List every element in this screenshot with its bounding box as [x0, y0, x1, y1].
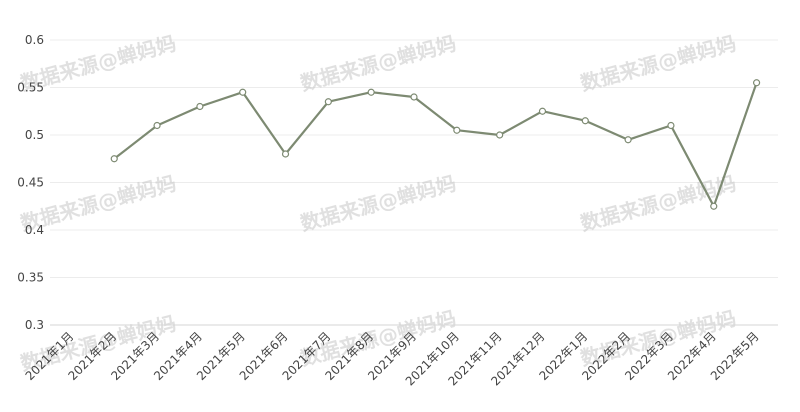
data-point — [538, 107, 547, 115]
series-layer — [113, 82, 758, 208]
y-tick-label: 0.35 — [17, 271, 44, 285]
y-tick-label: 0.5 — [25, 128, 44, 142]
data-point — [239, 88, 247, 96]
data-point — [752, 79, 761, 87]
y-tick-label: 0.55 — [17, 81, 44, 95]
grid-lines — [50, 39, 778, 278]
data-point — [367, 88, 375, 96]
data-point — [281, 150, 290, 158]
data-point — [453, 126, 461, 134]
y-tick-label: 0.3 — [25, 318, 44, 332]
y-tick-label: 0.45 — [17, 176, 44, 190]
watermark: 数据来源@蝉妈妈 — [298, 171, 459, 236]
data-point — [710, 202, 718, 210]
data-point — [667, 121, 675, 130]
y-tick-label: 0.6 — [25, 33, 44, 47]
data-point — [324, 98, 332, 106]
points-layer — [110, 79, 761, 210]
data-point — [581, 117, 589, 125]
data-point — [410, 93, 418, 101]
watermark: 数据来源@蝉妈妈 — [578, 31, 739, 96]
watermark: 数据来源@蝉妈妈 — [298, 31, 459, 96]
y-tick-labels: 0.3 0.35 0.4 0.45 0.5 0.55 0.6 — [17, 33, 44, 332]
y-tick-label: 0.4 — [25, 223, 44, 237]
series-line — [113, 82, 758, 208]
data-point — [153, 121, 161, 130]
data-point — [196, 102, 204, 111]
data-point — [496, 131, 504, 139]
data-point — [110, 155, 118, 163]
data-point — [624, 136, 632, 144]
